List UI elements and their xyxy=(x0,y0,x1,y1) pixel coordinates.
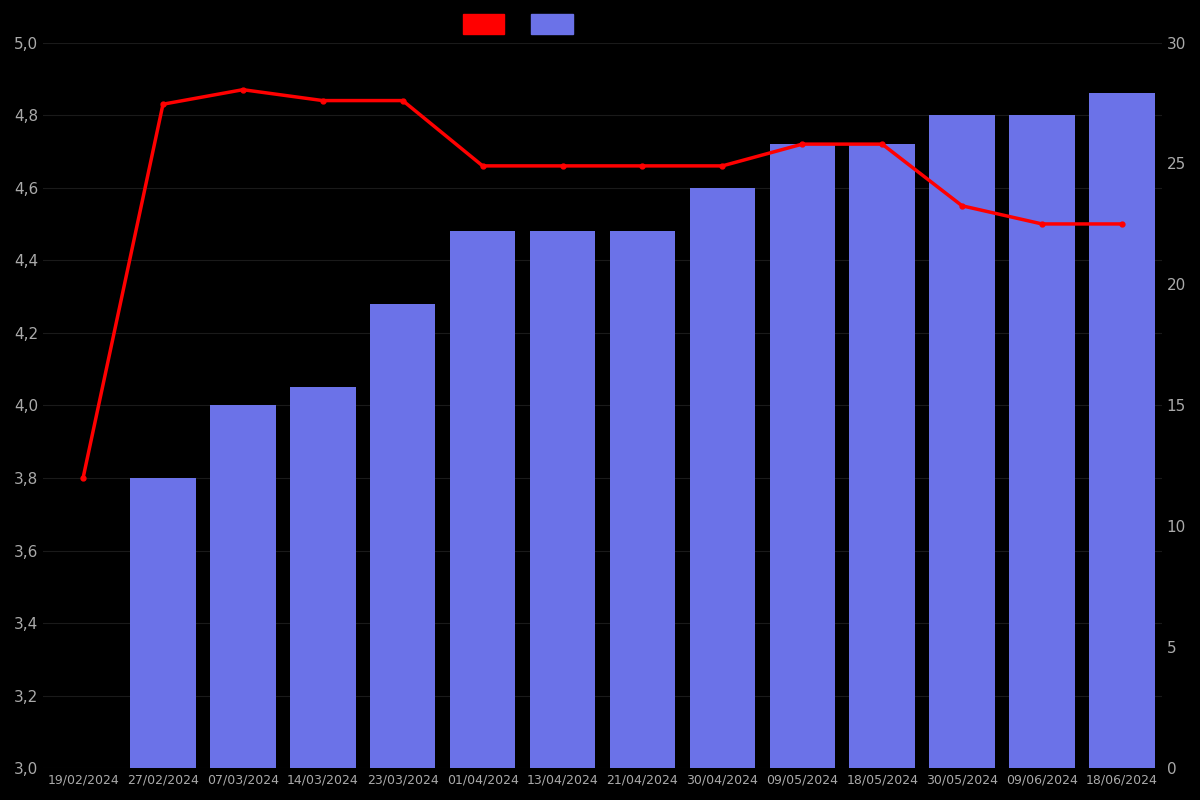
Bar xyxy=(610,231,676,768)
Bar xyxy=(769,144,835,768)
Bar xyxy=(529,231,595,768)
Bar xyxy=(210,406,276,768)
Bar xyxy=(929,115,995,768)
Bar xyxy=(370,304,436,768)
Legend: , : , xyxy=(456,7,593,41)
Bar xyxy=(131,478,196,768)
Bar xyxy=(290,387,355,768)
Bar xyxy=(850,144,914,768)
Bar xyxy=(450,231,515,768)
Bar xyxy=(690,188,755,768)
Bar xyxy=(1090,94,1154,768)
Bar xyxy=(1009,115,1075,768)
